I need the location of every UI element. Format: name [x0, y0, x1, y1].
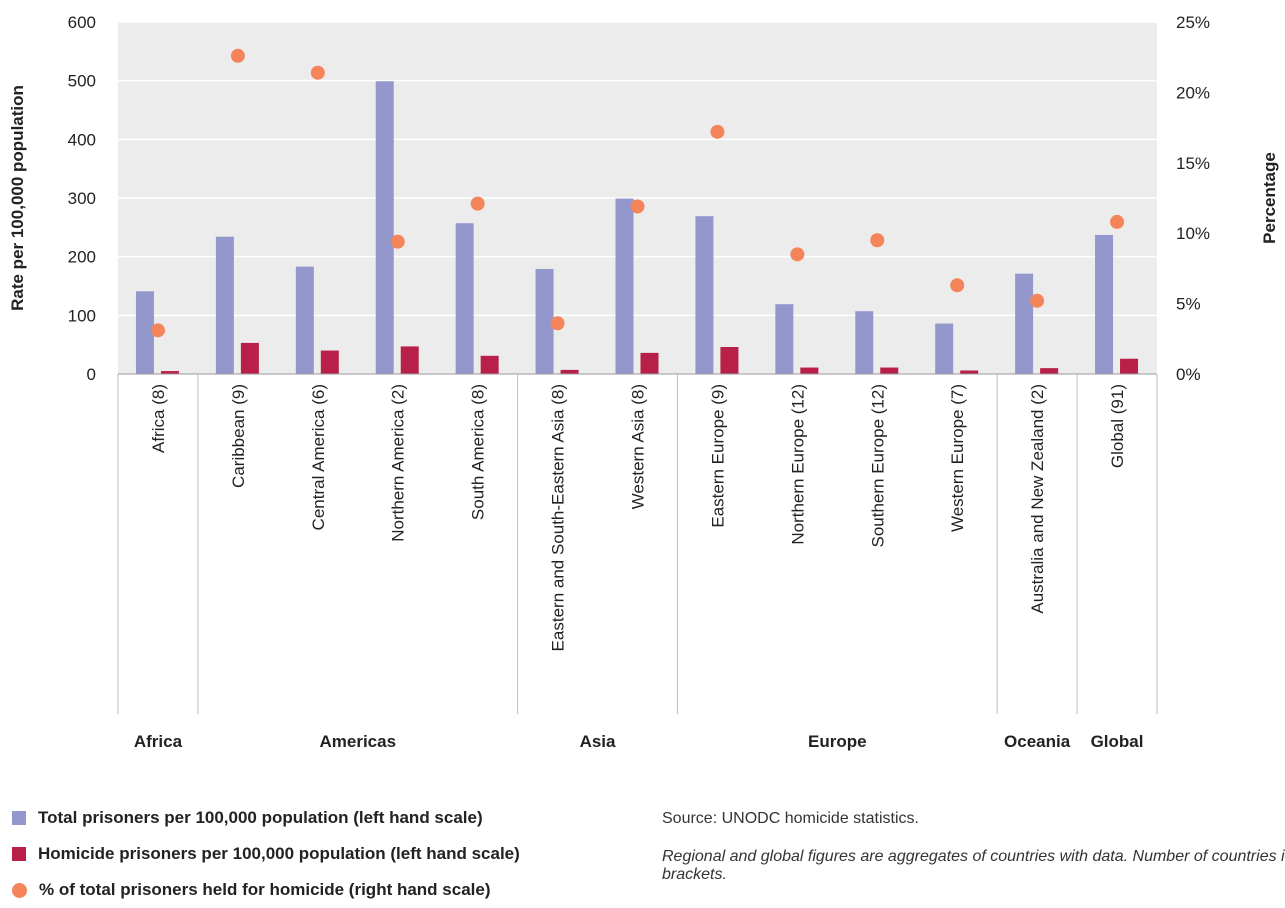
source-note: Source: UNODC homicide statistics.	[662, 810, 919, 827]
dot-homicide-share	[390, 234, 405, 249]
bar-total-prisoners	[1015, 273, 1034, 374]
group-label: Africa	[134, 732, 183, 751]
group-label: Oceania	[1004, 732, 1071, 751]
bar-homicide-prisoners	[880, 367, 899, 374]
dot-homicide-share	[230, 48, 245, 63]
bar-homicide-prisoners	[720, 347, 739, 374]
bar-total-prisoners	[535, 268, 554, 374]
x-tick-label: Australia and New Zealand (2)	[1028, 384, 1047, 614]
y2-axis-title: Percentage	[1260, 152, 1279, 244]
bar-total-prisoners	[615, 198, 634, 374]
x-tick-label: Global (91)	[1108, 384, 1127, 468]
group-label: Global	[1091, 732, 1144, 751]
y2-tick-label: 0%	[1176, 365, 1201, 384]
x-tick-label: Northern Europe (12)	[788, 384, 807, 545]
legend-item-percent: % of total prisoners held for homicide (…	[12, 872, 520, 908]
y-tick-label: 0	[87, 365, 96, 384]
legend-swatch-homicide	[12, 847, 26, 861]
y-tick-label: 100	[68, 306, 96, 325]
bar-homicide-prisoners	[320, 350, 339, 374]
x-tick-label: Southern Europe (12)	[868, 384, 887, 548]
bar-homicide-prisoners	[400, 346, 419, 374]
dot-homicide-share	[150, 323, 165, 338]
dot-homicide-share	[550, 316, 565, 331]
bar-total-prisoners	[695, 216, 714, 374]
group-label: Asia	[580, 732, 616, 751]
x-tick-label: Northern America (2)	[389, 384, 408, 542]
dot-homicide-share	[1110, 214, 1125, 229]
dot-homicide-share	[310, 65, 325, 80]
bar-total-prisoners	[775, 304, 794, 374]
y-tick-label: 200	[68, 248, 96, 267]
dot-homicide-share	[790, 247, 805, 262]
bar-total-prisoners	[935, 323, 954, 374]
legend-item-homicide: Homicide prisoners per 100,000 populatio…	[12, 836, 520, 872]
bar-total-prisoners	[455, 223, 474, 374]
legend-label-total: Total prisoners per 100,000 population (…	[38, 808, 483, 827]
x-tick-label: Africa (8)	[149, 384, 168, 453]
dot-homicide-share	[630, 199, 645, 214]
dot-homicide-share	[870, 233, 885, 248]
y2-tick-label: 25%	[1176, 13, 1210, 32]
y-axis-title: Rate per 100,000 population	[8, 85, 27, 311]
x-tick-label: Western Asia (8)	[629, 384, 648, 509]
bar-total-prisoners	[855, 311, 874, 374]
y-tick-label: 500	[68, 72, 96, 91]
chart: 0 100 200 300 400 500 600 0% 5% 10% 15% 20% 25% Rate …	[8, 13, 1279, 751]
y2-tick-label: 20%	[1176, 83, 1210, 102]
footnote: Regional and global figures are aggregat…	[662, 848, 1285, 883]
bar-total-prisoners	[1095, 234, 1114, 374]
legend-item-total: Total prisoners per 100,000 population (…	[12, 800, 520, 836]
bar-homicide-prisoners	[1120, 358, 1139, 374]
x-tick-label: Eastern and South-Eastern Asia (8)	[549, 384, 568, 651]
bar-homicide-prisoners	[1040, 368, 1059, 374]
bar-total-prisoners	[295, 266, 314, 374]
bar-homicide-prisoners	[640, 352, 659, 374]
legend-swatch-total	[12, 811, 26, 825]
bar-homicide-prisoners	[960, 370, 979, 374]
y2-tick-label: 5%	[1176, 295, 1201, 314]
y2-tick-label: 10%	[1176, 224, 1210, 243]
group-label: Europe	[808, 732, 867, 751]
bar-total-prisoners	[375, 81, 394, 375]
legend-swatch-percent	[12, 882, 27, 898]
bar-homicide-prisoners	[480, 355, 499, 374]
x-tick-label: Central America (6)	[309, 384, 328, 530]
bar-homicide-prisoners	[160, 371, 179, 374]
dot-homicide-share	[470, 196, 485, 211]
y-tick-label: 300	[68, 189, 96, 208]
y-tick-label: 600	[68, 13, 96, 32]
bar-total-prisoners	[215, 236, 234, 374]
x-tick-label: Western Europe (7)	[948, 384, 967, 532]
dot-homicide-share	[1030, 293, 1045, 308]
dot-homicide-share	[710, 124, 725, 139]
group-label: Americas	[319, 732, 396, 751]
legend-label-percent: % of total prisoners held for homicide (…	[39, 880, 491, 899]
y-tick-label: 400	[68, 130, 96, 149]
bar-homicide-prisoners	[240, 342, 259, 374]
x-tick-label: South America (8)	[469, 384, 488, 520]
bar-homicide-prisoners	[560, 369, 579, 374]
x-tick-label: Caribbean (9)	[229, 384, 248, 488]
y2-tick-label: 15%	[1176, 154, 1210, 173]
legend-label-homicide: Homicide prisoners per 100,000 populatio…	[38, 844, 520, 863]
dot-homicide-share	[950, 278, 965, 293]
x-tick-label: Eastern Europe (9)	[708, 384, 727, 528]
bar-homicide-prisoners	[800, 367, 819, 374]
bar-total-prisoners	[135, 291, 154, 374]
